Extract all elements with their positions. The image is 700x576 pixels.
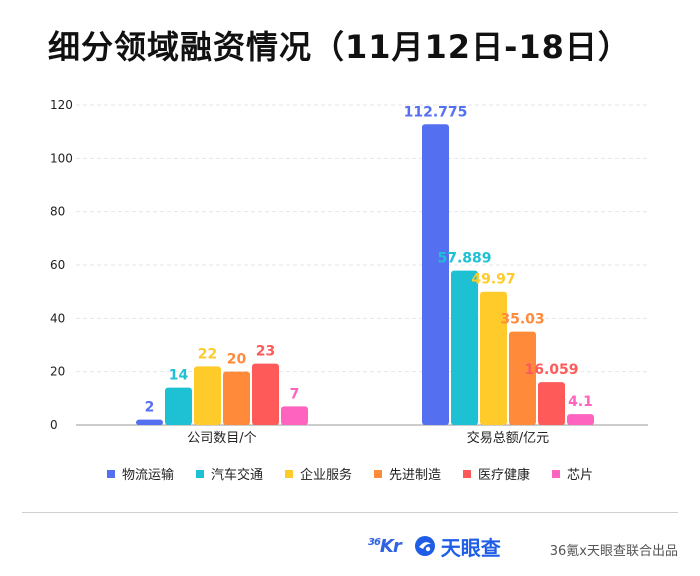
bar (223, 371, 250, 425)
legend-item: 医疗健康 (463, 464, 530, 483)
data-label: 2 (145, 400, 155, 416)
footer-logos: 36Kr 天眼查 (368, 530, 501, 562)
data-label: 20 (227, 352, 247, 368)
data-label: 22 (198, 346, 217, 362)
y-tick-label: 80 (50, 205, 65, 219)
bar (281, 406, 308, 425)
logo-tianyancha: 天眼查 (413, 532, 501, 561)
legend-item: 先进制造 (374, 464, 441, 483)
data-label: 16.059 (524, 362, 578, 378)
data-label: 23 (256, 344, 275, 360)
data-label: 35.03 (500, 312, 544, 328)
y-tick-label: 20 (50, 365, 65, 379)
bar (252, 363, 279, 425)
legend-swatch (463, 469, 472, 478)
legend-swatch (195, 469, 204, 478)
legend-swatch (552, 469, 561, 478)
bar (165, 387, 192, 425)
legend-item: 汽车交通 (195, 464, 263, 483)
footer-credit: 36氪x天眼查联合出品 (549, 544, 678, 559)
legend-swatch (284, 469, 293, 478)
x-category-label: 交易总额/亿元 (467, 430, 549, 446)
legend-label: 物流运输 (121, 468, 174, 483)
bar (194, 366, 221, 425)
logo-tianyancha-text: 天眼查 (440, 535, 501, 560)
bar (567, 414, 594, 425)
y-tick-label: 100 (50, 151, 73, 165)
legend-swatch (106, 469, 115, 478)
bar (422, 124, 449, 426)
y-tick-label: 0 (50, 418, 58, 432)
bar (509, 331, 536, 425)
data-label: 57.889 (437, 251, 491, 267)
logo-36kr-main: Kr (379, 535, 402, 557)
legend-item: 芯片 (552, 464, 593, 483)
footer-divider (22, 512, 678, 513)
logo-36kr: 36Kr (368, 535, 402, 557)
bar (136, 419, 163, 425)
tianyancha-logo-icon (414, 536, 435, 556)
data-label: 112.775 (404, 104, 468, 120)
legend-item: 企业服务 (284, 464, 352, 483)
x-category-label: 公司数目/个 (187, 431, 256, 446)
data-label: 49.97 (471, 272, 515, 288)
legend-item: 物流运输 (106, 464, 174, 483)
y-tick-label: 60 (50, 258, 65, 272)
bar (451, 270, 478, 425)
chart-title: 细分领域融资情况（11月12日-18日） (48, 28, 631, 66)
legend-label: 企业服务 (299, 468, 352, 483)
data-label: 14 (169, 368, 189, 384)
logo-36kr-sup: 36 (368, 536, 381, 548)
y-tick-label: 40 (50, 311, 65, 325)
legend-label: 芯片 (567, 468, 594, 483)
legend-swatch (374, 469, 382, 478)
legend-label: 汽车交通 (210, 468, 263, 483)
bar-chart: 0 20 40 60 80 100 120 2 14 22 20 23 7 公司数目/个 112.775 57… (50, 98, 648, 446)
legend-label: 先进制造 (389, 468, 442, 483)
bar (480, 291, 507, 425)
chart-legend: 物流运输 汽车交通 企业服务 先进制造 医疗健康 芯片 (0, 464, 700, 483)
y-tick-label: 120 (50, 98, 73, 112)
data-label: 7 (290, 386, 300, 402)
bar (538, 382, 565, 425)
legend-label: 医疗健康 (478, 468, 531, 483)
data-label: 4.1 (568, 394, 593, 410)
